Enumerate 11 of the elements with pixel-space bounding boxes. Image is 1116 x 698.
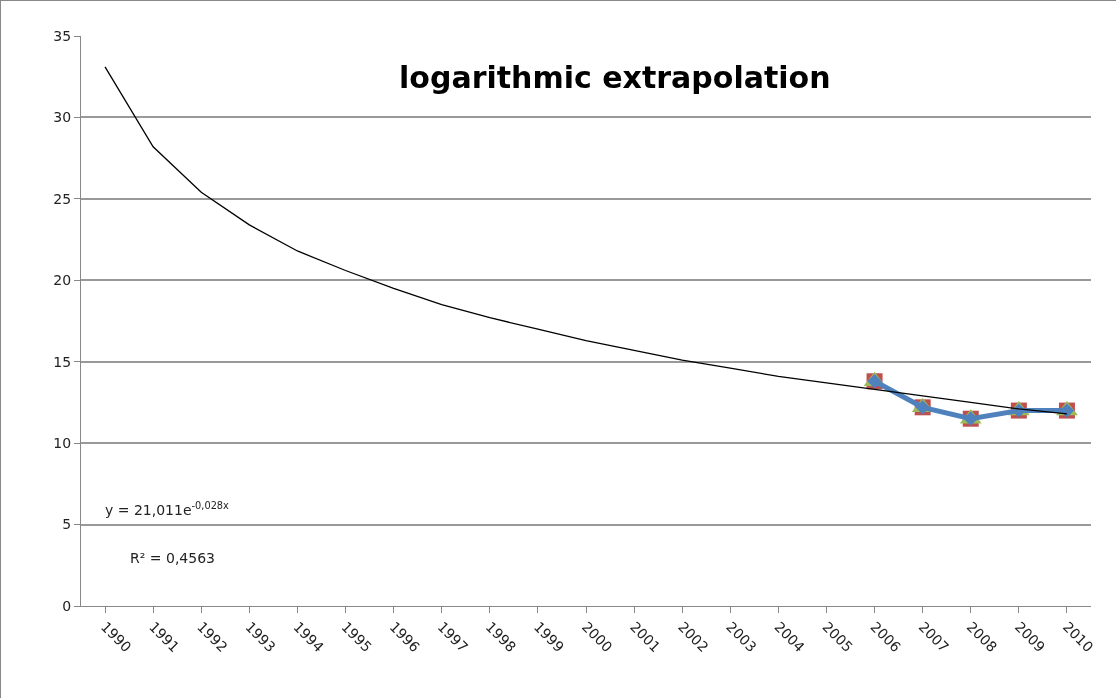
text: logarithmic extrapolation <box>399 60 831 96</box>
y-tick-label: 25 <box>53 190 72 207</box>
y-tick-label: 0 <box>62 597 72 614</box>
annotation: y = 21,011e$^{-0,028x}$ <box>105 500 230 518</box>
y-tick-label: 20 <box>53 272 72 289</box>
annotation: R² = 0,4563 <box>130 550 215 566</box>
y-tick-label: 10 <box>53 435 72 452</box>
y-tick-label: 5 <box>62 516 72 533</box>
y-tick-label: 30 <box>53 109 72 126</box>
y-tick-label: 15 <box>53 353 72 370</box>
y-tick-label: 35 <box>53 27 72 44</box>
